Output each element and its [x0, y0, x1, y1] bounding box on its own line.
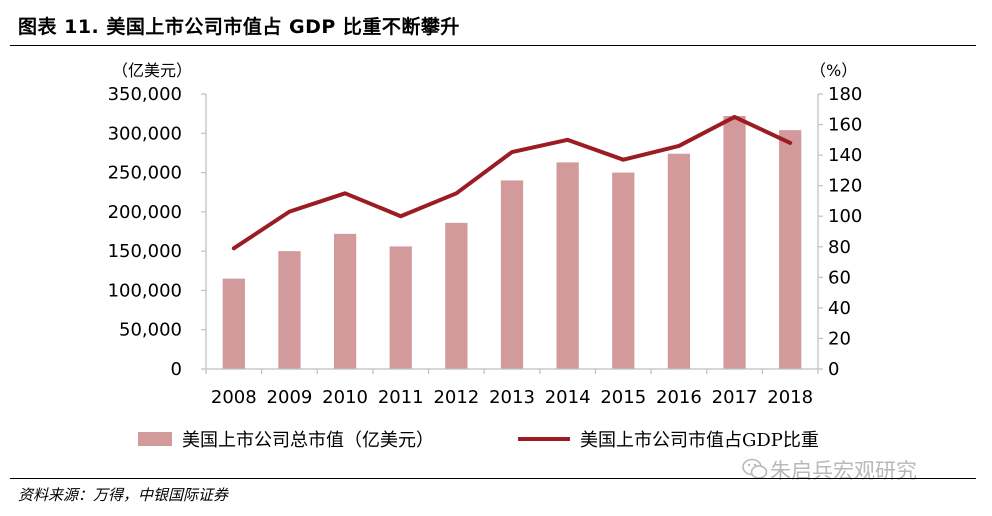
- tick-label-right: 160: [828, 115, 862, 136]
- chart: 0 50,000 100,000 150,000 200,000 250,000 300,0…: [108, 61, 863, 408]
- tick-label-x: 2010: [322, 387, 368, 408]
- bar: [445, 222, 468, 369]
- bar: [333, 233, 357, 369]
- figure-title: 图表 11. 美国上市公司市值占 GDP 比重不断攀升: [18, 16, 460, 38]
- tick-label-x: 2013: [489, 387, 535, 408]
- bar: [723, 116, 746, 369]
- tick-label-x: 2011: [378, 387, 424, 408]
- bar: [278, 251, 301, 369]
- watermark: 朱启兵宏观研究: [770, 459, 917, 483]
- legend-swatch-line: [518, 437, 570, 441]
- tick-label-right: 0: [828, 359, 839, 380]
- legend: 美国上市公司总市值（亿美元） 美国上市公司市值占GDP比重: [0, 426, 992, 456]
- bar: [667, 153, 691, 369]
- tick-label-x: 2014: [545, 387, 591, 408]
- legend-item-bar: 美国上市公司总市值（亿美元）: [138, 426, 434, 452]
- bar: [556, 162, 579, 369]
- bar-series: [222, 116, 802, 369]
- tick-label-x: 2012: [433, 387, 479, 408]
- tick-label-left: 100,000: [108, 280, 182, 301]
- bar: [779, 130, 802, 369]
- tick-label-right: 40: [828, 298, 851, 319]
- tick-label-x: 2008: [211, 387, 257, 408]
- tick-label-left: 350,000: [108, 84, 182, 105]
- bar: [222, 278, 245, 369]
- tick-label-right: 100: [828, 206, 862, 227]
- title-rule: [10, 45, 976, 46]
- tick-label-right: 140: [828, 145, 862, 166]
- tick-label-x: 2016: [656, 387, 702, 408]
- tick-label-left: 0: [171, 359, 182, 380]
- tick-label-left: 50,000: [119, 320, 182, 341]
- legend-label-line: 美国上市公司市值占GDP比重: [580, 430, 819, 451]
- legend-label-bar: 美国上市公司总市值（亿美元）: [182, 430, 434, 451]
- bar: [500, 180, 524, 369]
- tick-label-right: 60: [828, 267, 851, 288]
- tick-label-right: 20: [828, 328, 851, 349]
- tick-label-right: 120: [828, 176, 862, 197]
- y-axis-right-unit: （%）: [810, 61, 857, 80]
- source-note: 资料来源：万得，中银国际证券: [18, 486, 229, 504]
- axis-labels: 0 50,000 100,000 150,000 200,000 250,000 300,0…: [108, 61, 863, 408]
- tick-label-left: 200,000: [108, 202, 182, 223]
- tick-label-x: 2015: [600, 387, 646, 408]
- line-series: [231, 114, 793, 251]
- wechat-icon: [742, 458, 768, 479]
- axes: [201, 93, 823, 374]
- tick-label-right: 80: [828, 237, 851, 258]
- tick-label-x: 2009: [267, 387, 313, 408]
- tick-label-x: 2018: [767, 387, 813, 408]
- legend-item-line: 美国上市公司市值占GDP比重: [518, 426, 819, 452]
- legend-swatch-bar: [138, 432, 172, 446]
- source-rule: [10, 478, 976, 479]
- bar: [389, 246, 412, 369]
- tick-label-left: 250,000: [108, 163, 182, 184]
- y-axis-left-unit: （亿美元）: [112, 61, 192, 80]
- tick-label-left: 150,000: [108, 241, 182, 262]
- tick-label-x: 2017: [712, 387, 758, 408]
- bar: [612, 172, 635, 369]
- tick-label-left: 300,000: [108, 123, 182, 144]
- tick-label-right: 180: [828, 84, 862, 105]
